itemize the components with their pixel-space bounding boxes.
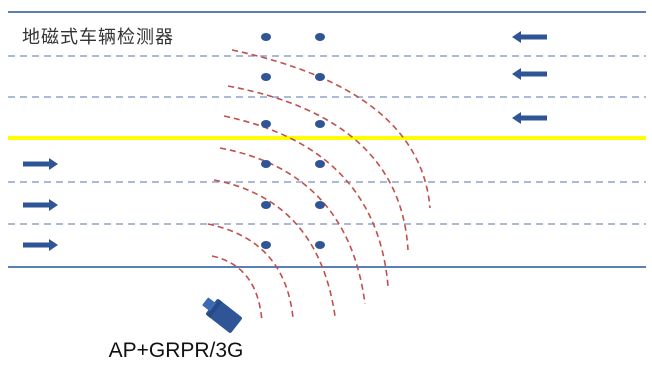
access-point-label: AP+GRPR/3G — [108, 339, 244, 362]
arrow-right-group — [23, 158, 58, 251]
sensor-dot-icon — [261, 160, 271, 168]
arrow-right-icon — [23, 158, 58, 170]
arrow-left-icon — [512, 31, 547, 43]
signal-wave — [223, 115, 389, 287]
access-point-icon — [202, 297, 242, 333]
arrow-right-icon — [23, 199, 58, 211]
sensor-dot-icon — [315, 241, 325, 249]
sensor-dot-icon — [315, 73, 325, 81]
signal-wave — [227, 85, 409, 251]
detector-label: 地磁式车辆检测器 — [22, 27, 174, 48]
signal-wave — [219, 147, 366, 305]
sensor-dot-icon — [315, 160, 325, 168]
sensor-dot-icon — [315, 201, 325, 209]
arrow-left-icon — [512, 68, 547, 80]
sensor-dot-icon — [315, 120, 325, 128]
signal-wave — [211, 255, 263, 323]
arrow-right-icon — [23, 239, 58, 251]
sensor-dot-icon — [261, 73, 271, 81]
arrow-left-icon — [512, 112, 547, 124]
signal-wave — [231, 49, 431, 209]
sensor-dot-icon — [261, 120, 271, 128]
signal-waves — [207, 49, 431, 323]
sensor-group — [261, 33, 325, 249]
sensor-dot-icon — [315, 33, 325, 41]
arrow-left-group — [512, 31, 547, 124]
sensor-dot-icon — [261, 33, 271, 41]
sensor-dot-icon — [261, 201, 271, 209]
signal-wave — [213, 179, 336, 317]
sensor-dot-icon — [261, 241, 271, 249]
